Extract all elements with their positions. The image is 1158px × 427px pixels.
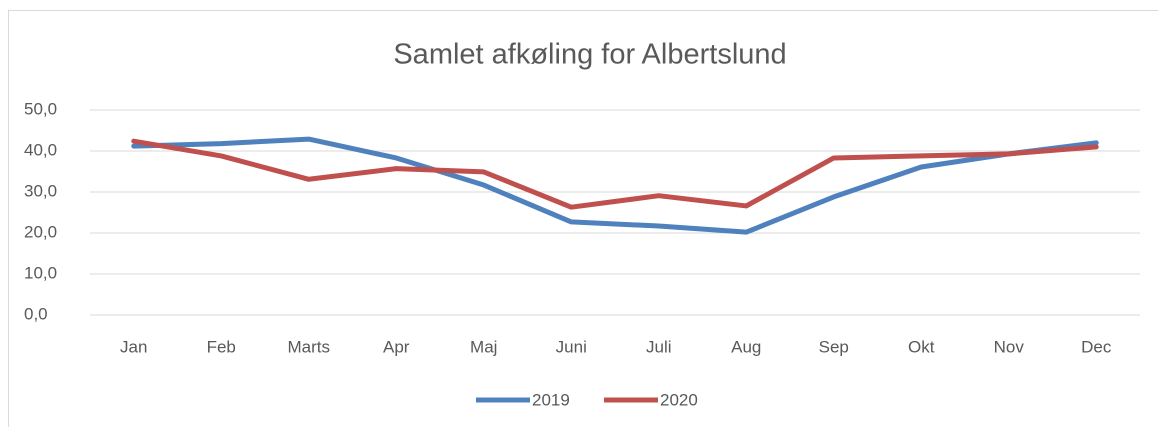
- x-tick-label: Juli: [646, 337, 672, 356]
- y-tick-label: 50,0: [24, 99, 57, 118]
- x-tick-label: Maj: [470, 337, 497, 356]
- x-tick-label: Aug: [731, 337, 761, 356]
- x-tick-label: Nov: [994, 337, 1025, 356]
- y-tick-label: 20,0: [24, 222, 57, 241]
- y-tick-label: 10,0: [24, 263, 57, 282]
- x-tick-label: Dec: [1081, 337, 1112, 356]
- x-tick-label: Juni: [556, 337, 587, 356]
- x-tick-label: Marts: [288, 337, 331, 356]
- x-tick-label: Okt: [908, 337, 935, 356]
- x-tick-label: Feb: [207, 337, 236, 356]
- series-line: [131, 136, 1099, 235]
- y-tick-label: 40,0: [24, 140, 57, 159]
- chart-title: Samlet afkøling for Albertslund: [393, 39, 786, 71]
- chart-border: [8, 10, 1158, 427]
- x-tick-label: Sep: [819, 337, 849, 356]
- x-tick-label: Jan: [120, 337, 147, 356]
- legend-label: 2019: [532, 390, 570, 409]
- series-line: [131, 138, 1099, 210]
- y-tick-label: 0,0: [24, 304, 48, 323]
- x-tick-label: Apr: [383, 337, 410, 356]
- y-tick-label: 30,0: [24, 181, 57, 200]
- legend-label: 2020: [660, 390, 698, 409]
